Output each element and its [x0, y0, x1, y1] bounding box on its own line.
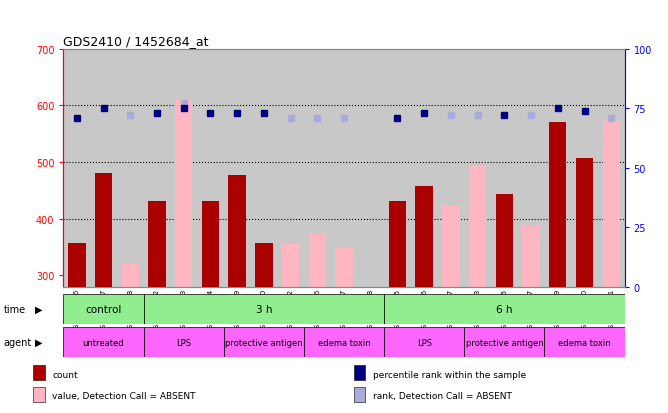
Text: 6 h: 6 h — [496, 304, 512, 314]
Bar — [202, 201, 219, 287]
Text: count: count — [52, 370, 78, 379]
Bar — [389, 201, 406, 287]
Text: ▶: ▶ — [35, 337, 42, 347]
Text: edema toxin: edema toxin — [558, 338, 611, 347]
Text: untreated: untreated — [83, 338, 124, 347]
Text: LPS: LPS — [176, 338, 191, 347]
Bar — [122, 263, 139, 287]
Bar — [464, 328, 544, 357]
Text: control: control — [86, 304, 122, 314]
Bar — [603, 123, 620, 287]
Text: 3 h: 3 h — [256, 304, 272, 314]
Bar — [63, 294, 144, 324]
Bar — [415, 186, 433, 287]
Bar — [282, 244, 299, 287]
Bar — [335, 249, 353, 287]
Bar — [549, 123, 566, 287]
Bar — [33, 365, 45, 380]
Bar — [63, 328, 144, 357]
Bar — [33, 387, 45, 402]
Bar — [224, 328, 304, 357]
Bar — [522, 226, 540, 287]
Bar — [496, 194, 513, 287]
Bar — [148, 201, 166, 287]
Text: value, Detection Call = ABSENT: value, Detection Call = ABSENT — [52, 392, 196, 401]
Bar — [175, 100, 192, 287]
Bar — [384, 294, 625, 324]
Bar — [354, 365, 365, 380]
Bar — [255, 243, 273, 287]
Bar — [544, 328, 625, 357]
Bar — [309, 235, 326, 287]
Text: ▶: ▶ — [35, 304, 42, 314]
Bar — [304, 328, 384, 357]
Bar — [144, 294, 384, 324]
Text: LPS: LPS — [417, 338, 432, 347]
Bar — [442, 207, 460, 287]
Text: GDS2410 / 1452684_at: GDS2410 / 1452684_at — [63, 36, 209, 48]
Bar — [384, 328, 464, 357]
Text: time: time — [3, 304, 25, 314]
Bar — [68, 243, 86, 287]
Bar — [144, 328, 224, 357]
Text: percentile rank within the sample: percentile rank within the sample — [373, 370, 526, 379]
Text: protective antigen: protective antigen — [225, 338, 303, 347]
Text: agent: agent — [3, 337, 31, 347]
Bar — [354, 387, 365, 402]
Text: protective antigen: protective antigen — [466, 338, 543, 347]
Text: rank, Detection Call = ABSENT: rank, Detection Call = ABSENT — [373, 392, 512, 401]
Bar — [469, 166, 486, 287]
Bar — [95, 174, 112, 287]
Bar — [576, 159, 593, 287]
Bar — [228, 175, 246, 287]
Text: edema toxin: edema toxin — [318, 338, 370, 347]
